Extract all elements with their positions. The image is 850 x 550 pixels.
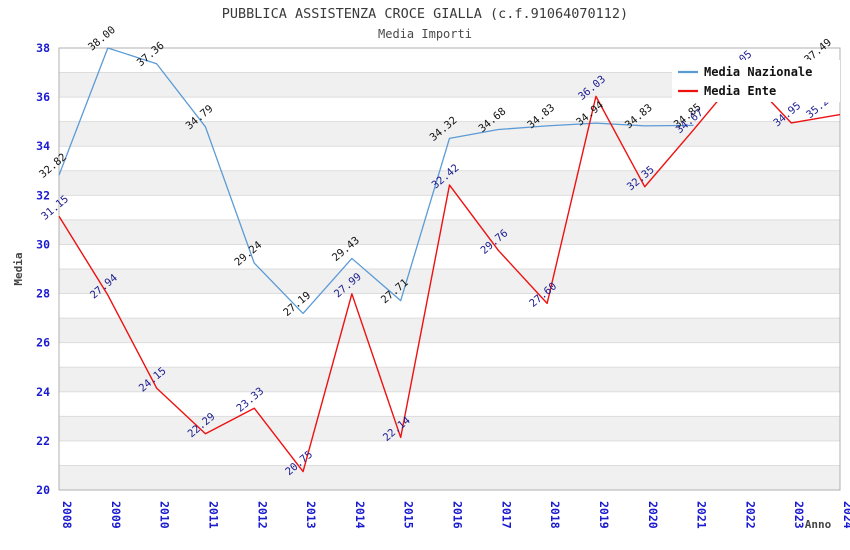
y-axis-tick: 22 <box>36 434 50 448</box>
x-axis-tick: 2022 <box>743 501 757 529</box>
chart-subtitle: Media Importi <box>378 27 472 41</box>
x-axis-tick: 2021 <box>695 501 709 529</box>
x-axis-tick: 2010 <box>158 501 172 529</box>
x-axis-tick: 2015 <box>402 501 416 529</box>
plot-band <box>59 170 840 196</box>
plot-band <box>59 121 840 147</box>
x-axis-tick: 2017 <box>499 501 513 529</box>
plot-band <box>59 318 840 343</box>
y-axis-tick: 30 <box>36 237 50 251</box>
x-axis-title: Anno <box>805 518 832 531</box>
y-axis-tick: 26 <box>36 336 50 350</box>
y-axis-title: Media <box>12 252 25 285</box>
x-axis-tick: 2014 <box>353 501 367 529</box>
plot-band <box>59 269 840 294</box>
x-axis-tick: 2009 <box>109 501 123 529</box>
x-axis-tick: 2013 <box>304 501 318 529</box>
y-axis-tick: 20 <box>36 483 50 497</box>
legend-label[interactable]: Media Ente <box>704 84 776 98</box>
y-axis-tick: 32 <box>36 188 50 202</box>
x-axis-tick: 2018 <box>548 501 562 529</box>
plot-band <box>59 465 840 490</box>
legend-label[interactable]: Media Nazionale <box>704 65 812 79</box>
y-axis-tick: 34 <box>36 139 50 153</box>
x-axis-tick: 2012 <box>255 501 269 529</box>
x-axis-tick: 2023 <box>792 501 806 529</box>
plot-band <box>59 219 840 245</box>
x-axis-tick: 2020 <box>646 501 660 529</box>
x-axis-tick: 2019 <box>597 501 611 529</box>
plot-border <box>58 47 841 491</box>
y-axis-tick: 36 <box>36 90 50 104</box>
y-axis-tick: 28 <box>36 287 50 301</box>
x-axis-tick: 2024 <box>841 501 850 529</box>
plot-band <box>59 367 840 392</box>
y-axis-tick: 38 <box>36 41 50 55</box>
x-axis-tick: 2008 <box>60 501 74 529</box>
chart-title: PUBBLICA ASSISTENZA CROCE GIALLA (c.f.91… <box>222 6 628 22</box>
y-axis-tick: 24 <box>36 385 50 399</box>
plot-band <box>59 416 840 441</box>
series-line-media-ente <box>58 70 841 473</box>
x-axis-tick: 2011 <box>206 501 220 529</box>
x-axis-tick: 2016 <box>451 501 465 529</box>
legend-box <box>672 60 840 102</box>
